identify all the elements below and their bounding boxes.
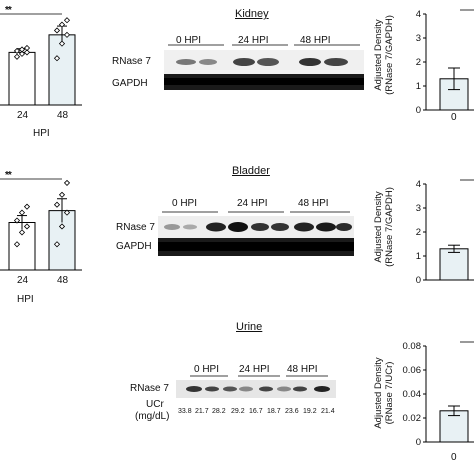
urine-right-ytick-label: 0.02 (403, 413, 422, 424)
kidney-right-ytick-label: 3 (416, 33, 421, 44)
bladder-left-point (63, 209, 71, 216)
urine-ucr-label-line2: (mg/dL) (135, 411, 170, 422)
bladder-right-ylabel: Adjusted Density (RNase 7/GAPDH) (373, 177, 395, 277)
kidney-left-point (53, 27, 61, 34)
kidney-left-chart (0, 13, 82, 106)
bladder-right-ylabel-line1: Adjusted Density (373, 191, 384, 263)
bladder-lane-48hpi: 48 HPI (298, 198, 329, 209)
bladder-right-bar-0 (439, 248, 469, 281)
kidney-right-ytick-label: 1 (416, 81, 421, 92)
bladder-lane-0hpi: 0 HPI (172, 198, 198, 209)
bladder-blot-image (158, 211, 354, 256)
bladder-blot-row-rnase7: RNase 7 (116, 222, 155, 233)
urine-ucr-value: 23.6 (285, 408, 299, 415)
kidney-left-point (13, 47, 21, 54)
bladder-right-chart: 0 1 2 3 4 (416, 179, 474, 286)
bladder-left-xtick-48: 48 (57, 275, 69, 286)
kidney-left-point (63, 17, 71, 24)
bladder-right-ytick-label: 2 (416, 227, 421, 238)
kidney-left-xlabel: HPI (33, 128, 50, 139)
urine-ucr-value: 16.7 (249, 408, 263, 415)
kidney-left-point (63, 31, 71, 38)
urine-right-ylabel-line2: (RNase 7/UCr) (384, 361, 395, 425)
urine-ucr-value: 28.2 (212, 408, 226, 415)
kidney-left-xtick-48: 48 (57, 110, 69, 121)
urine-lane-0hpi: 0 HPI (194, 364, 220, 375)
urine-right-ylabel-line1: Adjusted Density (373, 357, 384, 429)
kidney-left-bar-24 (8, 51, 36, 106)
kidney-right-chart: 0 1 2 3 4 (416, 9, 474, 116)
kidney-left-point (13, 53, 21, 60)
urine-blot-row-rnase7: RNase 7 (130, 383, 169, 394)
kidney-left-xtick-24: 24 (17, 110, 29, 121)
kidney-blot-row-gapdh: GAPDH (112, 78, 148, 89)
urine-lane-24hpi: 24 HPI (239, 364, 270, 375)
bladder-right-ytick-label: 3 (416, 203, 421, 214)
urine-right-chart: 0 0.02 0.04 0.06 0.08 (403, 341, 474, 448)
kidney-left-point (58, 21, 66, 28)
bladder-left-point (13, 217, 21, 224)
kidney-left-point (18, 46, 26, 53)
urine-ucr-value: 21.7 (195, 408, 209, 415)
urine-right-ytick-label: 0 (416, 437, 421, 448)
bladder-left-xlabel: HPI (17, 294, 34, 305)
bladder-right-ylabel-line2: (RNase 7/GAPDH) (384, 187, 395, 267)
bladder-right-ytick-label: 1 (416, 251, 421, 262)
urine-ucr-value: 21.4 (321, 408, 335, 415)
urine-title: Urine (236, 321, 263, 333)
urine-ucr-label-line1: UCr (146, 399, 164, 410)
bladder-left-point (58, 191, 66, 198)
kidney-lane-24hpi: 24 HPI (238, 35, 269, 46)
kidney-left-point (58, 40, 66, 47)
kidney-left-point (53, 55, 61, 62)
kidney-right-ylabel-line1: Adjusted Density (373, 19, 384, 91)
urine-ucr-value: 33.8 (178, 408, 192, 415)
urine-lane-48hpi: 48 HPI (287, 364, 318, 375)
kidney-title: Kidney (235, 8, 269, 20)
kidney-left-point (23, 49, 31, 56)
urine-blot-image (176, 375, 336, 398)
kidney-lane-0hpi: 0 HPI (176, 35, 202, 46)
kidney-right-xtick-0: 0 (451, 112, 457, 123)
kidney-right-ylabel-line2: (RNase 7/GAPDH) (384, 15, 395, 95)
kidney-right-ylabel: Adjusted Density (RNase 7/GAPDH) (373, 5, 395, 105)
bladder-left-point (53, 241, 61, 248)
bladder-left-point (13, 241, 21, 248)
bladder-right-ytick-label: 0 (416, 275, 421, 286)
bladder-right-ytick-label: 4 (416, 179, 421, 190)
kidney-right-ytick-label: 2 (416, 57, 421, 68)
urine-ucr-value: 19.2 (303, 408, 317, 415)
kidney-blot-image (164, 44, 364, 90)
bladder-left-point (63, 179, 71, 186)
kidney-significance: ** (5, 5, 12, 16)
urine-right-ylabel: Adjusted Density (RNase 7/UCr) (373, 343, 395, 443)
urine-right-ytick-label: 0.06 (403, 365, 422, 376)
bladder-left-point (58, 223, 66, 230)
bladder-left-point (53, 201, 61, 208)
kidney-right-ytick-label: 4 (416, 9, 421, 20)
kidney-blot-row-rnase7: RNase 7 (112, 56, 151, 67)
bladder-blot-row-gapdh: GAPDH (116, 241, 152, 252)
bladder-title: Bladder (232, 165, 270, 177)
urine-right-ytick-label: 0.08 (403, 341, 422, 352)
bladder-left-chart (0, 178, 82, 271)
bladder-left-point (23, 223, 31, 230)
urine-ucr-value: 18.7 (267, 408, 281, 415)
bladder-left-xtick-24: 24 (17, 275, 29, 286)
bladder-lane-24hpi: 24 HPI (237, 198, 268, 209)
bladder-left-point (18, 209, 26, 216)
kidney-right-ytick-label: 0 (416, 105, 421, 116)
kidney-left-point (23, 44, 31, 52)
kidney-left-point (18, 50, 26, 57)
bladder-significance: ** (5, 170, 12, 181)
bladder-left-point (18, 229, 26, 236)
urine-right-xtick-0: 0 (451, 452, 457, 463)
bladder-left-point (23, 203, 31, 210)
urine-right-ytick-label: 0.04 (403, 389, 422, 400)
kidney-lane-48hpi: 48 HPI (300, 35, 331, 46)
urine-ucr-value: 29.2 (231, 408, 245, 415)
